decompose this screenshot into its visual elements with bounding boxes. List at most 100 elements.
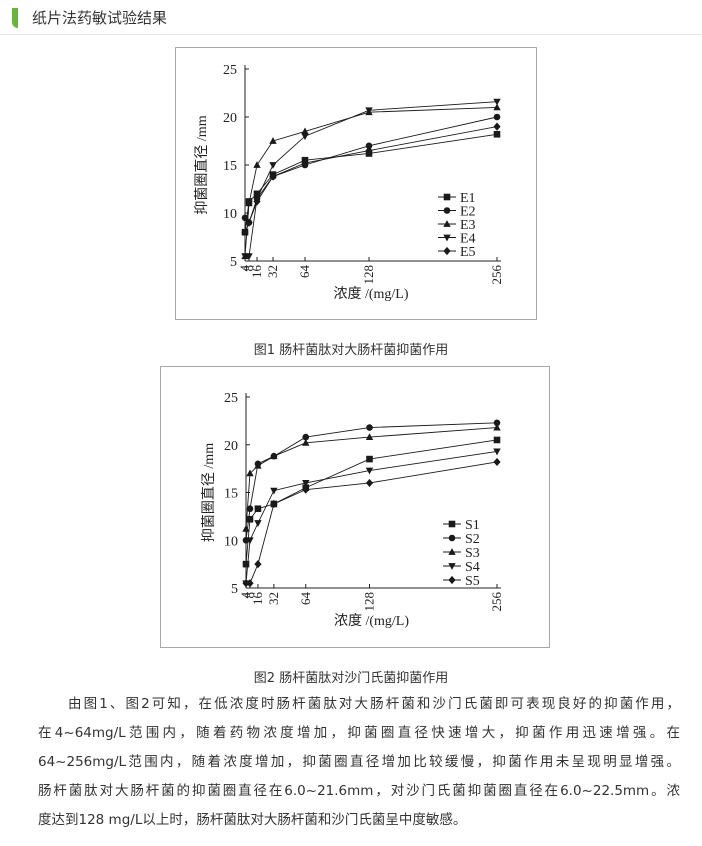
marker: [493, 423, 501, 431]
legend-marker: [443, 207, 451, 214]
header: 纸片法药敏试验结果: [0, 0, 702, 35]
marker: [246, 505, 254, 513]
legend-marker: [443, 220, 451, 227]
marker: [365, 146, 373, 155]
legend-marker: [443, 234, 451, 242]
marker: [242, 524, 250, 532]
y-tick-label: 15: [223, 159, 237, 174]
x-tick-label: 16: [250, 592, 265, 606]
marker: [301, 133, 309, 141]
marker: [301, 127, 309, 135]
figure: 5 10 15 20 25 4 8 16 32 64 128 256 浓度 /(mg/L) 抑菌圈直径 /…: [160, 366, 550, 648]
marker: [242, 579, 250, 588]
marker: [245, 253, 253, 261]
legend-label: S2: [465, 532, 480, 547]
series-line: [245, 450, 498, 584]
marker: [365, 433, 374, 441]
paragraph-line: 度达到128 mg/L以上时，肠杆菌肽对大肠杆菌和沙门氏菌呈中度敏感。: [38, 812, 467, 828]
marker: [302, 480, 310, 487]
x-tick-label: 4: [237, 265, 252, 272]
marker: [270, 452, 278, 460]
marker: [253, 197, 261, 206]
marker: [493, 457, 501, 467]
marker: [493, 448, 501, 456]
y-tick-label: 10: [224, 534, 238, 549]
paragraph: 由图1、图2可知，在低浓度时肠杆菌肽对大肠杆菌和沙门氏菌即可表现良好的抑菌作用，…: [38, 690, 680, 835]
marker: [365, 107, 373, 115]
marker: [493, 103, 501, 111]
figure-caption: 图2 肠杆菌肽对沙门氏菌抑菌作用: [253, 671, 449, 686]
x-tick-label: 32: [265, 265, 280, 278]
figure: 5 10 15 20 25 4 8 16 32 64 128 256 浓度 /(mg/L) 抑菌圈直径 /…: [175, 47, 537, 320]
marker: [493, 122, 501, 131]
marker: [493, 436, 501, 444]
legend-marker: [443, 193, 451, 201]
x-tick-label: 16: [249, 265, 264, 279]
y-tick-label: 25: [223, 63, 237, 78]
x-tick-label: 256: [489, 265, 504, 285]
series-line: [246, 461, 498, 584]
marker: [254, 520, 262, 527]
x-axis-label: 浓度 /(mg/L): [333, 286, 408, 302]
marker: [242, 560, 250, 568]
legend-marker: [448, 575, 456, 585]
marker: [366, 424, 373, 431]
y-tick-label: 5: [230, 255, 237, 270]
legend-label: E5: [460, 245, 476, 260]
paragraph-line: 由图1、图2可知，在低浓度时肠杆菌肽对大肠杆菌和沙门氏菌即可表现良好的抑菌作用，: [68, 696, 680, 712]
marker: [269, 137, 277, 144]
marker: [493, 113, 501, 121]
marker: [493, 130, 501, 138]
marker: [493, 419, 501, 427]
y-axis-label: 抑菌圈直径 /mm: [200, 443, 217, 542]
y-axis-label: 抑菌圈直径 /mm: [193, 115, 210, 214]
y-tick-label: 5: [231, 582, 238, 597]
paragraph-line: 在4~64mg/L范围内，随着药物浓度增加，抑菌圈直径快速增大，抑菌作用迅速增强…: [38, 725, 680, 741]
legend-marker: [448, 563, 456, 570]
figure-caption: 图1 肠杆菌肽对大肠杆菌抑菌作用: [253, 343, 449, 358]
legend-label: S3: [465, 546, 480, 561]
x-tick-label: 8: [241, 265, 256, 272]
paragraph-line: 64~256mg/L范围内，随着浓度增加，抑菌圈直径增加比较缓慢，抑菌作用未呈现…: [38, 754, 680, 770]
legend-label: E1: [460, 191, 476, 206]
y-tick-label: 15: [224, 487, 238, 502]
marker: [246, 515, 254, 523]
legend-label: E2: [460, 205, 476, 220]
header-title: 纸片法药敏试验结果: [32, 9, 168, 27]
marker: [269, 172, 277, 181]
marker: [302, 438, 310, 446]
marker: [366, 455, 373, 463]
legend-marker: [448, 520, 456, 528]
legend-label: S4: [465, 560, 480, 575]
paragraph-line: 肠杆菌肽对大肠杆菌的抑菌圈直径在6.0~21.6mm，对沙门氏菌抑菌圈直径在6.…: [38, 783, 680, 799]
marker: [253, 161, 261, 168]
marker: [253, 190, 261, 198]
x-tick-label: 8: [242, 592, 257, 599]
marker: [254, 505, 262, 513]
x-axis-label: 浓度 /(mg/L): [334, 613, 409, 629]
legend-label: E3: [460, 218, 476, 233]
legend-label: S5: [465, 574, 480, 589]
y-tick-label: 10: [223, 207, 237, 222]
x-tick-label: 128: [362, 592, 377, 612]
marker: [245, 218, 253, 227]
marker: [493, 98, 501, 106]
marker: [246, 469, 254, 477]
marker: [301, 158, 309, 168]
marker: [269, 162, 277, 169]
marker: [245, 199, 253, 207]
marker: [254, 461, 262, 469]
marker: [302, 433, 310, 441]
legend-marker: [448, 534, 456, 542]
x-tick-label: 64: [298, 592, 313, 606]
marker: [246, 537, 254, 545]
y-tick-label: 20: [223, 111, 237, 126]
legend-label: E4: [460, 232, 476, 247]
marker: [365, 142, 373, 150]
marker: [270, 487, 278, 495]
marker: [241, 214, 249, 222]
x-tick-label: 64: [297, 265, 312, 279]
